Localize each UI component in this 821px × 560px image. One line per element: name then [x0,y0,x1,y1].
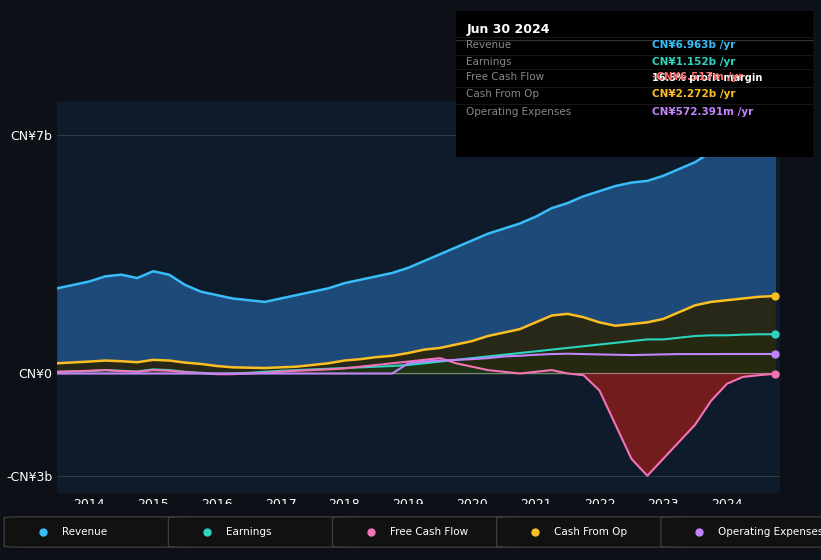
Text: Cash From Op: Cash From Op [466,89,539,99]
Text: Earnings: Earnings [226,527,271,537]
Text: CN¥1.152b /yr: CN¥1.152b /yr [652,57,736,67]
Text: Operating Expenses: Operating Expenses [718,527,821,537]
Text: Free Cash Flow: Free Cash Flow [390,527,468,537]
FancyBboxPatch shape [168,517,357,547]
Text: Earnings: Earnings [466,57,511,67]
FancyBboxPatch shape [661,517,821,547]
Text: Jun 30 2024: Jun 30 2024 [466,23,550,36]
Text: Operating Expenses: Operating Expenses [466,106,571,116]
FancyBboxPatch shape [333,517,521,547]
Text: CN¥6.963b /yr: CN¥6.963b /yr [652,40,736,50]
Text: Revenue: Revenue [62,527,107,537]
Text: 16.5% profit margin: 16.5% profit margin [652,73,763,83]
Text: Revenue: Revenue [466,40,511,50]
FancyBboxPatch shape [497,517,686,547]
Text: CN¥2.272b /yr: CN¥2.272b /yr [652,89,736,99]
Text: -CN¥6.517m /yr: -CN¥6.517m /yr [652,72,743,82]
FancyBboxPatch shape [4,517,193,547]
Text: CN¥572.391m /yr: CN¥572.391m /yr [652,106,754,116]
Text: Free Cash Flow: Free Cash Flow [466,72,544,82]
Text: Cash From Op: Cash From Op [554,527,627,537]
